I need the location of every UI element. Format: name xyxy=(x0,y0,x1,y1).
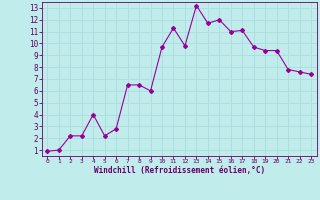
X-axis label: Windchill (Refroidissement éolien,°C): Windchill (Refroidissement éolien,°C) xyxy=(94,166,265,175)
